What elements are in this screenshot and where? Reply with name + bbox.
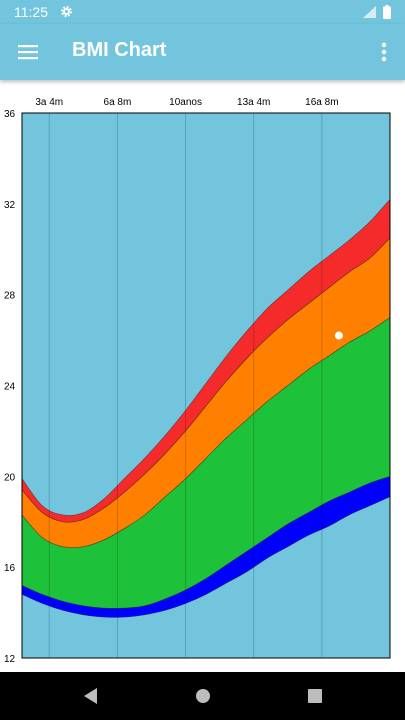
y-tick-label: 28	[4, 291, 16, 302]
recents-square-icon[interactable]	[303, 684, 327, 708]
x-tick-label: 16a 8m	[305, 97, 338, 108]
home-circle-icon[interactable]	[191, 684, 215, 708]
x-tick-label: 3a 4m	[35, 97, 63, 108]
app-title: BMI Chart	[72, 39, 167, 61]
bmi-chart-svg: 3a 4m 6a 8m 10anos 13a 4m 16a 8m 12 16 20 24 28 32…	[4, 97, 391, 665]
status-time: 11:25	[14, 4, 48, 20]
hamburger-menu-icon[interactable]	[16, 40, 40, 64]
battery-icon	[383, 5, 391, 19]
status-bar: 11:25	[0, 0, 405, 24]
chart-frame	[21, 112, 391, 659]
more-vert-icon[interactable]	[376, 40, 392, 64]
y-tick-label: 16	[4, 563, 16, 574]
y-tick-label: 20	[4, 472, 16, 483]
x-tick-label: 10anos	[169, 97, 202, 108]
y-tick-label: 32	[4, 200, 16, 211]
y-tick-label: 36	[4, 109, 16, 120]
signal-icon	[363, 6, 376, 18]
bmi-data-point[interactable]	[334, 331, 343, 340]
app-bar: BMI Chart	[0, 24, 405, 80]
gear-icon	[61, 6, 72, 17]
navigation-bar	[0, 672, 405, 720]
y-tick-label: 12	[4, 654, 16, 665]
y-tick-label: 24	[4, 382, 16, 393]
x-tick-label: 13a 4m	[237, 97, 270, 108]
bmi-chart: 3a 4m 6a 8m 10anos 13a 4m 16a 8m 12 16 20 24 28 32…	[0, 88, 405, 672]
x-tick-label: 6a 8m	[104, 97, 132, 108]
back-triangle-icon[interactable]	[79, 684, 103, 708]
